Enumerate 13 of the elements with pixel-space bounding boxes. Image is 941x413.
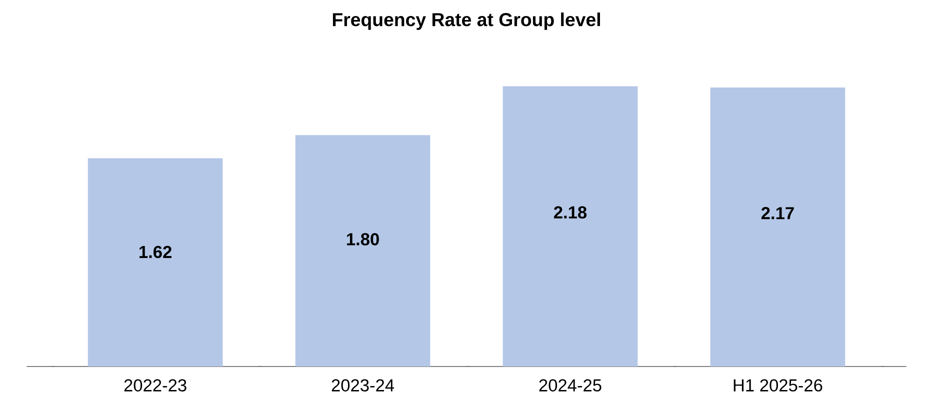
data-label: 2.17 [761,206,794,220]
bar [710,87,846,366]
x-tick-label: H1 2025-26 [734,379,822,392]
bar [295,135,430,366]
data-label: 2.18 [554,206,587,218]
bar [502,86,638,366]
x-tick-label: 2024-25 [539,379,602,392]
data-label: 1.62 [140,246,172,258]
bar [88,158,223,366]
data-label: 1.80 [347,233,379,246]
x-tick-label: 2023-24 [332,379,394,392]
chart-title: Frequency Rate at Group level [332,12,600,30]
x-tick-label: 2022-23 [124,379,186,392]
